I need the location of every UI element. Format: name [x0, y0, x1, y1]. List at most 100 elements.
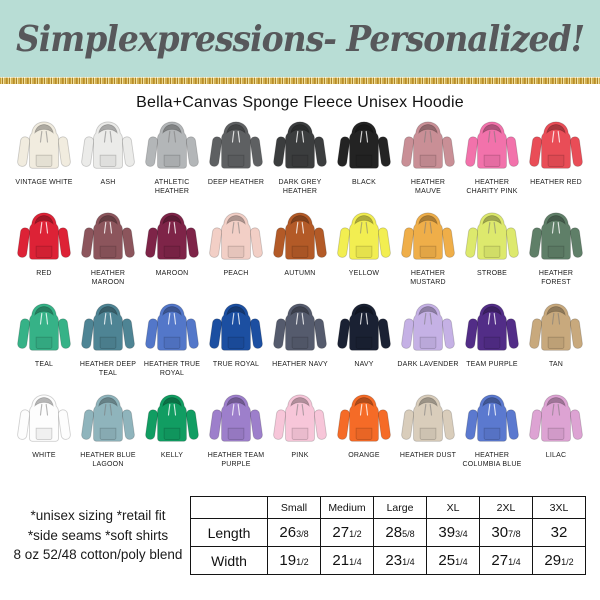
- size-column-header: Large: [373, 496, 427, 519]
- color-name: TAN: [548, 361, 564, 368]
- color-swatch: DARK LAVENDER: [396, 302, 460, 393]
- hoodie-graphic: [529, 121, 583, 169]
- color-swatch: ATHLETIC HEATHER: [140, 120, 204, 211]
- measure-fraction: 1/4: [455, 557, 468, 567]
- hoodie-graphic: [81, 303, 135, 351]
- color-swatch: TEAL: [12, 302, 76, 393]
- color-name: HEATHER TRUE ROYAL: [143, 361, 201, 377]
- measure-whole: 21: [332, 552, 350, 569]
- color-swatch: HEATHER MAROON: [76, 211, 140, 302]
- measure-value: 263/8: [267, 518, 321, 547]
- hoodie-graphic: [17, 303, 71, 351]
- color-name: WHITE: [32, 452, 56, 459]
- size-header-row: Small Medium Large XL 2XL 3XL: [190, 496, 586, 519]
- color-name: HEATHER DEEP TEAL: [79, 361, 137, 377]
- color-name: HEATHER DUST: [399, 452, 457, 459]
- hoodie-graphic: [209, 121, 263, 169]
- color-swatch: VINTAGE WHITE: [12, 120, 76, 211]
- size-column-header: Medium: [320, 496, 374, 519]
- hoodie-graphic: [401, 121, 455, 169]
- measure-whole: 32: [550, 524, 568, 541]
- measure-fraction: 1/2: [561, 557, 574, 567]
- size-row: Length 263/8 271/2 285/8 393/4 307/8 32: [190, 518, 586, 547]
- measure-fraction: 3/4: [455, 529, 468, 539]
- color-swatch: BLACK: [332, 120, 396, 211]
- measure-value: 191/2: [267, 546, 321, 575]
- color-swatch: HEATHER NAVY: [268, 302, 332, 393]
- measure-whole: 30: [491, 524, 509, 541]
- measure-fraction: 1/4: [349, 557, 362, 567]
- size-column-header: 3XL: [532, 496, 586, 519]
- size-column-header: Small: [267, 496, 321, 519]
- hoodie-graphic: [401, 303, 455, 351]
- color-name: HEATHER FOREST: [538, 270, 574, 286]
- hoodie-graphic: [81, 394, 135, 442]
- color-swatch: HEATHER DEEP TEAL: [76, 302, 140, 393]
- color-swatch: LILAC: [524, 393, 588, 484]
- color-name: PINK: [291, 452, 309, 459]
- hoodie-graphic: [17, 121, 71, 169]
- gold-glitter-divider: [0, 77, 600, 84]
- color-name: DARK LAVENDER: [397, 361, 459, 368]
- hoodie-graphic: [273, 394, 327, 442]
- color-name: HEATHER MAUVE: [410, 179, 446, 195]
- color-name: MAROON: [155, 270, 189, 277]
- color-name: NAVY: [354, 361, 374, 368]
- measure-fraction: 1/2: [296, 557, 309, 567]
- hoodie-graphic: [337, 121, 391, 169]
- measure-fraction: 1/2: [349, 529, 362, 539]
- color-swatch: RED: [12, 211, 76, 302]
- measure-whole: 26: [279, 524, 297, 541]
- size-column-header: XL: [426, 496, 480, 519]
- measure-value: 393/4: [426, 518, 480, 547]
- measure-fraction: 3/8: [296, 529, 309, 539]
- product-details: *unisex sizing *retail fit *side seams *…: [6, 506, 190, 565]
- color-swatch: HEATHER BLUE LAGOON: [76, 393, 140, 484]
- hoodie-graphic: [529, 394, 583, 442]
- hoodie-graphic: [81, 121, 135, 169]
- hoodie-graphic: [465, 394, 519, 442]
- color-swatch: HEATHER RED: [524, 120, 588, 211]
- measure-label: Width: [190, 546, 268, 575]
- size-chart-table: Small Medium Large XL 2XL 3XL Length 263/8 271/2…: [190, 496, 586, 575]
- size-column-header: 2XL: [479, 496, 533, 519]
- color-swatch: ORANGE: [332, 393, 396, 484]
- color-swatch: HEATHER FOREST: [524, 211, 588, 302]
- measure-value: 32: [532, 518, 586, 547]
- color-swatch: MAROON: [140, 211, 204, 302]
- measure-value: 271/4: [479, 546, 533, 575]
- hoodie-graphic: [209, 394, 263, 442]
- color-name: DARK GREY HEATHER: [278, 179, 322, 195]
- product-title: Bella+Canvas Sponge Fleece Unisex Hoodie: [136, 94, 464, 111]
- hoodie-graphic: [273, 212, 327, 260]
- hoodie-graphic: [273, 121, 327, 169]
- measure-whole: 25: [438, 552, 456, 569]
- measure-whole: 29: [544, 552, 562, 569]
- hoodie-graphic: [337, 303, 391, 351]
- color-swatch: STROBE: [460, 211, 524, 302]
- color-name: PEACH: [223, 270, 249, 277]
- color-swatch: HEATHER CHARITY PINK: [460, 120, 524, 211]
- measure-whole: 19: [279, 552, 297, 569]
- hoodie-graphic: [401, 212, 455, 260]
- color-name: TEAL: [34, 361, 54, 368]
- color-swatch: TEAM PURPLE: [460, 302, 524, 393]
- measure-whole: 27: [491, 552, 509, 569]
- measure-whole: 28: [385, 524, 403, 541]
- hoodie-graphic: [209, 212, 263, 260]
- hoodie-graphic: [17, 212, 71, 260]
- hoodie-graphic: [465, 212, 519, 260]
- hoodie-graphic: [465, 121, 519, 169]
- hoodie-graphic: [529, 212, 583, 260]
- color-swatch: PINK: [268, 393, 332, 484]
- color-swatch: HEATHER TEAM PURPLE: [204, 393, 268, 484]
- color-swatch: PEACH: [204, 211, 268, 302]
- color-swatch: NAVY: [332, 302, 396, 393]
- details-line: *side seams *soft shirts: [27, 527, 169, 543]
- measure-value: 211/4: [320, 546, 374, 575]
- color-swatch: DEEP HEATHER: [204, 120, 268, 211]
- hoodie-graphic: [337, 212, 391, 260]
- measure-value: 271/2: [320, 518, 374, 547]
- hoodie-graphic: [337, 394, 391, 442]
- measure-value: 307/8: [479, 518, 533, 547]
